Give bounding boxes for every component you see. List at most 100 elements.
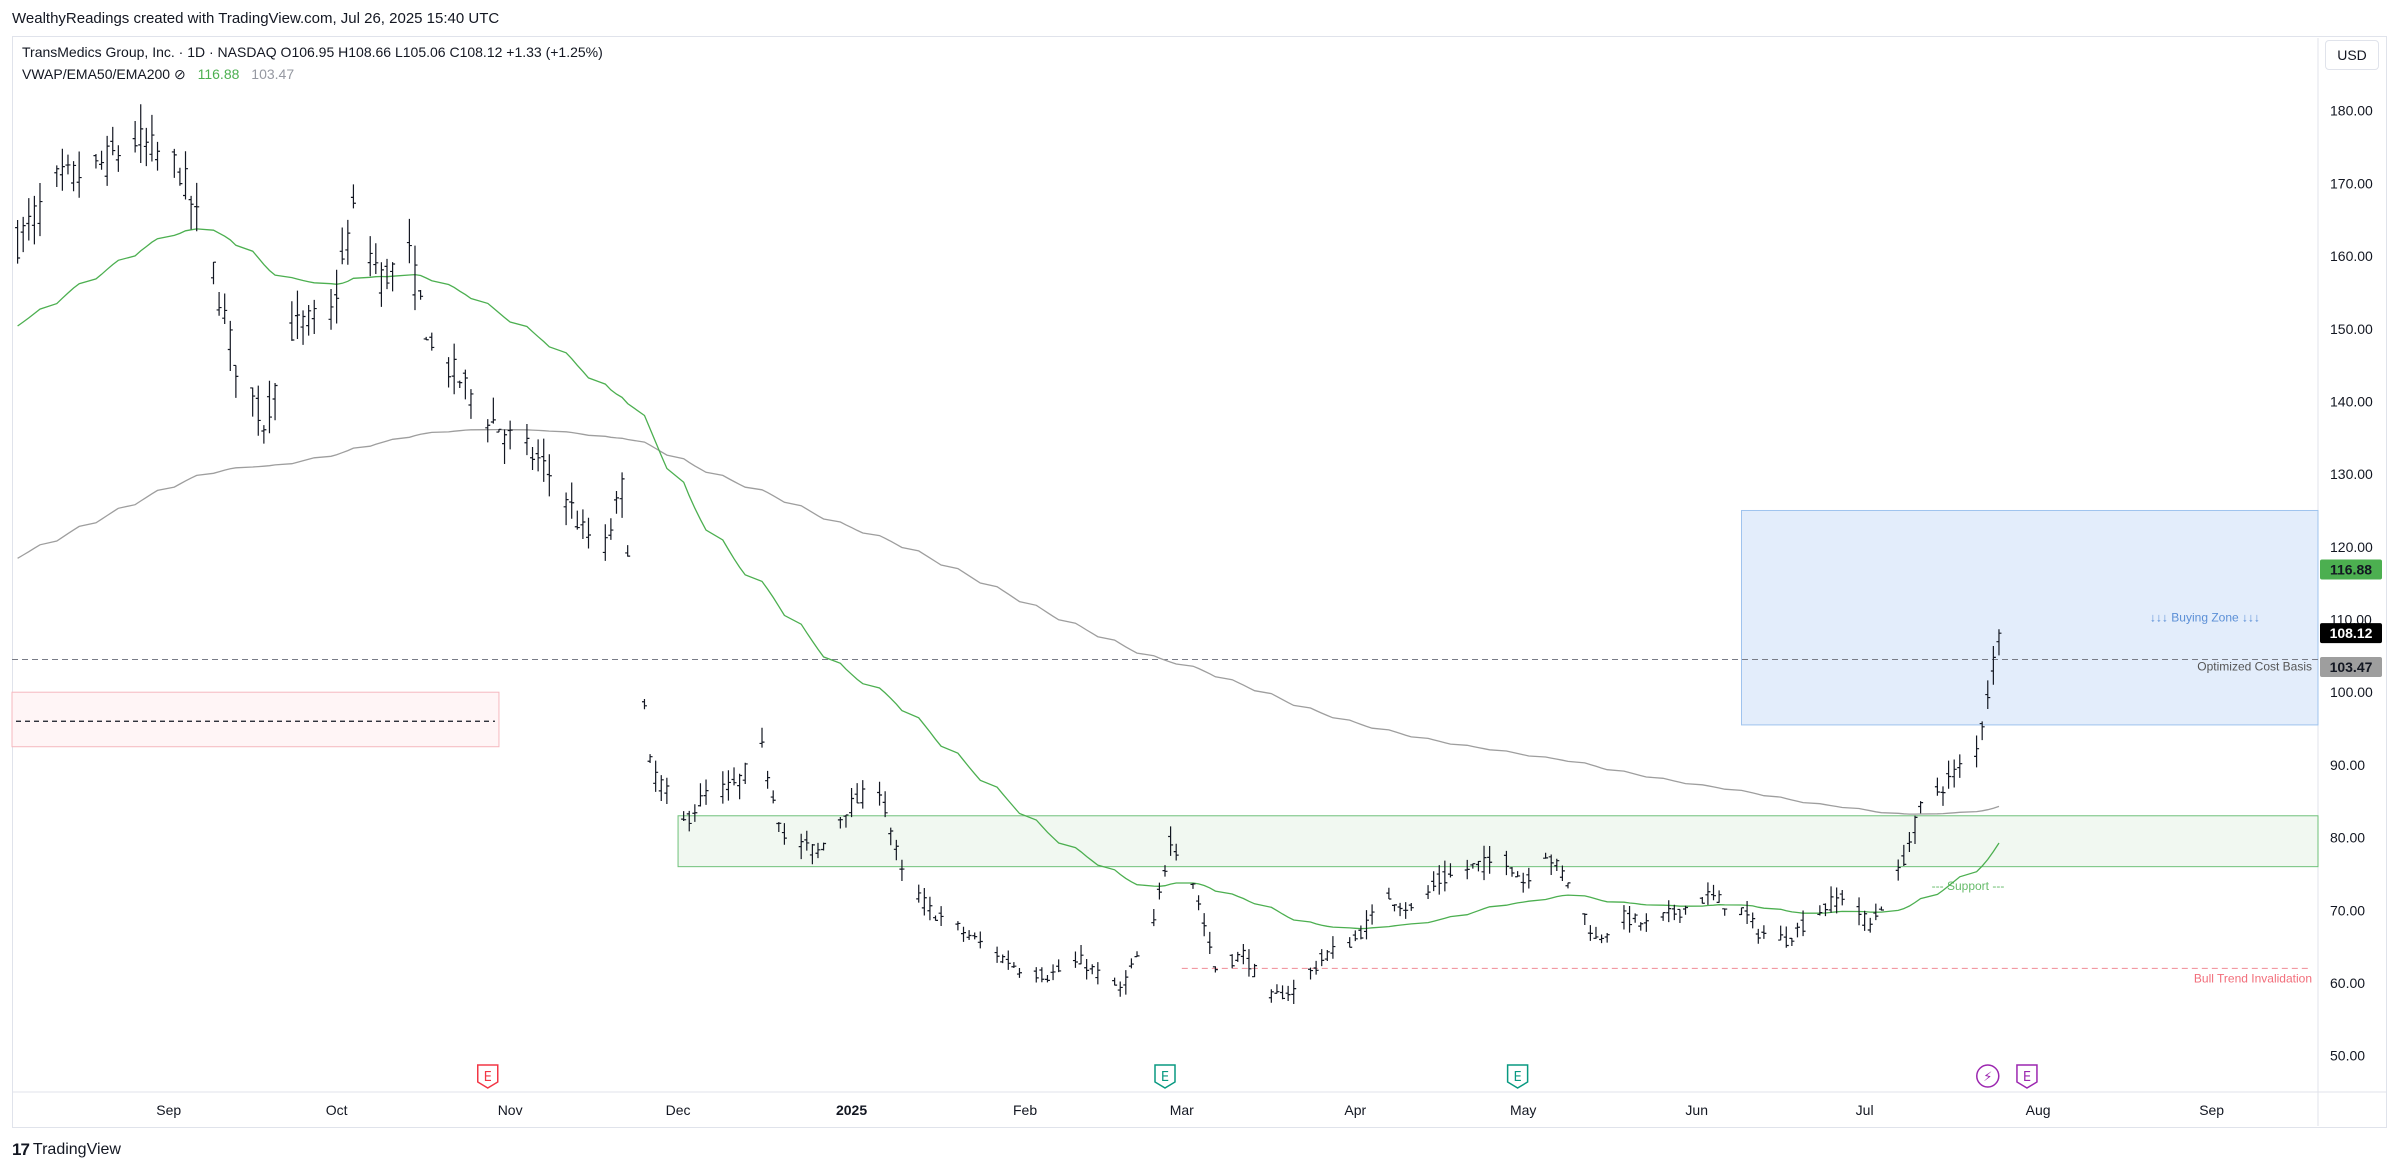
tradingview-logo[interactable]: 17 TradingView: [12, 1140, 121, 1160]
ohlc-bar: [1582, 913, 1588, 925]
ohlc-bar: [1072, 951, 1078, 968]
ohlc-bar: [1705, 882, 1711, 905]
ohlc-bar: [451, 343, 457, 395]
ohlc-bar: [367, 236, 373, 277]
indicator-legend[interactable]: VWAP/EMA50/EMA200 ⊘ 116.88 103.47: [22, 66, 294, 83]
ohlc-bar: [272, 382, 278, 421]
ohlc-bar: [210, 261, 216, 285]
ohlc-bar: [1520, 872, 1526, 893]
ohlc-bar: [143, 127, 149, 167]
ohlc-bar: [1817, 905, 1823, 916]
indicator-name[interactable]: VWAP/EMA50/EMA200 ⊘: [22, 66, 186, 82]
ohlc-bar: [373, 243, 379, 274]
ohlc-bar: [653, 760, 659, 792]
ohlc-bar: [490, 397, 496, 424]
ohlc-bar: [1677, 908, 1683, 924]
ohlc-bar: [1996, 629, 2002, 656]
ohlc-bar: [742, 762, 748, 784]
chart-credit: WealthyReadings created with TradingView…: [12, 10, 500, 27]
ohlc-bar: [1397, 902, 1403, 917]
ohlc-bar: [384, 258, 390, 290]
ohlc-bar: [977, 931, 983, 949]
y-tick-label: 80.00: [2330, 830, 2365, 846]
y-tick-label: 140.00: [2330, 393, 2373, 409]
ohlc-bar: [1291, 979, 1297, 1004]
ohlc-bar: [328, 289, 334, 330]
ohlc-bar: [1548, 854, 1554, 876]
event-marker-shape: [1154, 1064, 1176, 1089]
y-tick-label: 150.00: [2330, 321, 2373, 337]
ohlc-bar: [54, 165, 60, 187]
ohlc-bar: [446, 357, 452, 388]
symbol-legend[interactable]: TransMedics Group, Inc. · 1D · NASDAQ O1…: [22, 44, 603, 60]
dividend-event-icon[interactable]: ⚡: [1976, 1064, 2000, 1088]
ohlc-bar: [339, 227, 345, 265]
event-marker-symbol: E: [1514, 1070, 1522, 1085]
ohlc-bar: [1755, 928, 1761, 944]
ohlc-bar: [1229, 954, 1235, 969]
ohlc-bar: [821, 842, 827, 851]
ohlc-bar: [1464, 859, 1470, 880]
ohlc-bar: [1313, 960, 1319, 975]
ohlc-bar: [860, 780, 866, 809]
earnings-event-icon[interactable]: E: [1506, 1064, 1529, 1089]
ohlc-bar: [1481, 845, 1487, 881]
ohlc-bar: [1526, 867, 1532, 889]
ohlc-bar: [1878, 906, 1884, 911]
invalidation-label: Bull Trend Invalidation: [2194, 971, 2312, 985]
ohlc-bar: [1447, 863, 1453, 878]
ohlc-bar: [1862, 910, 1868, 931]
currency-button[interactable]: USD: [2325, 40, 2379, 70]
ohlc-bar: [1554, 858, 1560, 871]
ohlc-bar: [1391, 904, 1397, 912]
y-tick-label: 120.00: [2330, 539, 2373, 555]
ohlc-bar: [854, 783, 860, 804]
ohlc-bar: [837, 816, 843, 829]
ohlc-bar: [888, 827, 894, 846]
ohlc-bar: [1408, 903, 1414, 911]
ohlc-bar: [76, 151, 82, 198]
ohlc-bar: [681, 811, 687, 822]
ohlc-bar: [171, 148, 177, 178]
ohlc-bar: [804, 830, 810, 851]
ohlc-bar: [580, 509, 586, 539]
ohlc-bar: [1660, 911, 1666, 921]
ohlc-bar: [1235, 951, 1241, 962]
ohlc-bar: [110, 126, 116, 156]
ohlc-bar: [1112, 977, 1118, 986]
ohlc-bar: [1403, 902, 1409, 919]
ohlc-bar: [1168, 826, 1174, 856]
ohlc-bar: [1940, 786, 1946, 806]
ohlc-bar: [457, 380, 463, 389]
ohlc-bar: [1834, 887, 1840, 914]
ohlc-bar: [468, 389, 474, 419]
ohlc-bar: [1632, 913, 1638, 923]
ohlc-bar: [1324, 950, 1330, 961]
ohlc-bar: [462, 369, 468, 400]
ohlc-bar: [1352, 930, 1358, 942]
ohlc-bar: [294, 290, 300, 339]
ohlc-bar: [1783, 926, 1789, 948]
ohlc-bar: [1901, 844, 1907, 867]
ohlc-bar: [658, 775, 664, 802]
ohlc-bar: [1128, 958, 1134, 969]
event-marker-shape: [1506, 1064, 1529, 1089]
earnings-event-icon[interactable]: E: [2016, 1064, 2038, 1089]
ohlc-bar: [1867, 917, 1873, 933]
ohlc-bar: [1543, 852, 1549, 859]
ohlc-bar: [412, 245, 418, 311]
ohlc-bar: [1722, 908, 1728, 916]
earnings-event-icon[interactable]: E: [1154, 1064, 1176, 1089]
ohlc-bar: [1683, 905, 1689, 915]
earnings-event-icon[interactable]: E: [477, 1064, 499, 1089]
x-tick-label: May: [1510, 1102, 1536, 1118]
ohlc-bar: [938, 906, 944, 927]
ohlc-bar: [961, 926, 967, 942]
ohlc-bar: [563, 492, 569, 526]
ohlc-bar: [261, 425, 267, 444]
ohlc-bar: [882, 791, 888, 818]
x-tick-label: 2025: [836, 1102, 867, 1118]
ohlc-bar: [132, 121, 138, 153]
ohlc-bar: [1000, 954, 1006, 964]
